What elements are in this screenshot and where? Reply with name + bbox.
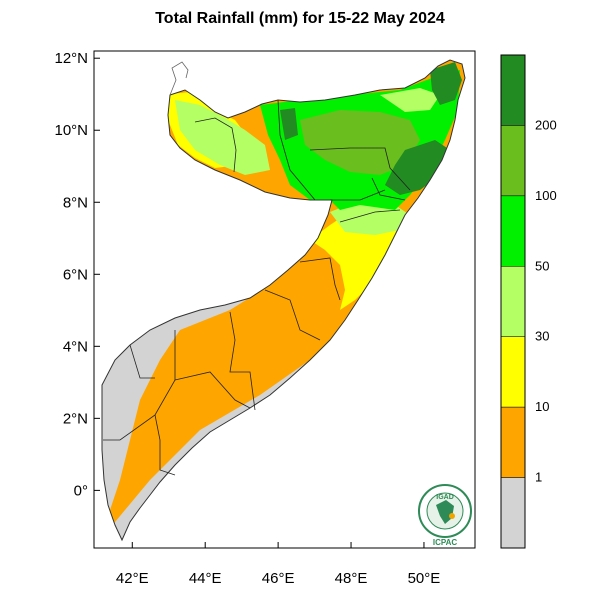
colorbar-swatch <box>500 477 526 549</box>
lon-tick-label: 46°E <box>262 570 295 587</box>
rain-patch <box>218 350 242 370</box>
lat-tick-label: 6°N <box>63 266 88 283</box>
latitude-axis: 12°N 10°N 8°N 6°N 4°N 2°N 0° <box>54 50 100 499</box>
colorbar-label: 10 <box>535 399 549 414</box>
lat-tick-label: 8°N <box>63 194 88 211</box>
colorbar-label: 50 <box>535 258 549 273</box>
colorbar-swatch <box>500 406 526 478</box>
rain-class-100-200 <box>300 110 420 175</box>
lat-tick-label: 10°N <box>54 122 88 139</box>
colorbar-swatch <box>500 125 526 197</box>
rain-patch <box>227 318 263 342</box>
map-title: Total Rainfall (mm) for 15-22 May 2024 <box>155 10 445 27</box>
igad-icpac-logo: IGAD ICPAC <box>418 484 472 547</box>
rain-patch <box>200 322 230 338</box>
lat-tick-label: 0° <box>74 482 88 499</box>
lon-tick-label: 42°E <box>116 570 149 587</box>
logo-accent-dot <box>449 513 455 519</box>
rain-class-10-30 <box>310 210 400 310</box>
lat-tick-label: 2°N <box>63 410 88 427</box>
rain-class-above-200 <box>430 62 462 105</box>
rain-class-30-50 <box>380 88 440 112</box>
colorbar-swatch <box>500 195 526 267</box>
neighbour-border <box>169 61 189 96</box>
colorbar-swatch <box>500 54 526 126</box>
colorbar-label: 1 <box>535 470 542 485</box>
longitude-axis: 42°E 44°E 46°E 48°E 50°E <box>116 542 440 587</box>
logo-africa-shape <box>436 500 454 524</box>
lon-tick-label: 48°E <box>335 570 368 587</box>
rain-class-above-200 <box>280 108 298 140</box>
colorbar-swatch <box>500 336 526 408</box>
rain-class-30-50 <box>175 100 270 175</box>
colorbar-swatch <box>500 266 526 337</box>
colorbar-label: 30 <box>535 329 549 344</box>
colorbar-label: 100 <box>535 188 557 203</box>
rain-patch <box>200 369 220 381</box>
colorbar: 200 100 50 30 10 1 <box>500 54 557 549</box>
colorbar-frame <box>500 54 526 549</box>
lon-tick-label: 50°E <box>408 570 441 587</box>
lat-tick-label: 4°N <box>63 338 88 355</box>
regional-boundaries <box>103 99 411 476</box>
logo-bottom-text: ICPAC <box>433 538 458 547</box>
lon-tick-label: 44°E <box>189 570 222 587</box>
rain-class-above-200 <box>385 140 450 195</box>
lat-tick-label: 12°N <box>54 50 88 67</box>
colorbar-label: 200 <box>535 117 557 132</box>
logo-top-text: IGAD <box>436 494 454 501</box>
